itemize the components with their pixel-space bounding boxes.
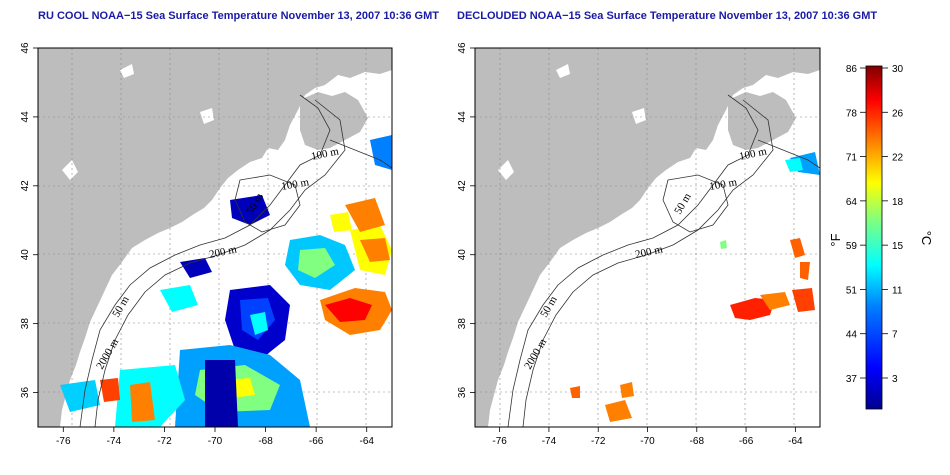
left-map: 100 m 100 m 50 m 200 m 50 m 2000 m [38,48,392,427]
colorbar-celsius-label: 22 [892,153,904,164]
left-lon-tick-label: -70 [208,436,223,447]
colorbar-unit-fahrenheit: °F [828,233,843,246]
right-lat-tick-label: 40 [457,249,468,261]
left-lon-tick-label: -64 [359,436,374,447]
colorbar-gradient [865,65,883,410]
contour-label-200m: 200 m [208,243,238,261]
left-lat-tick-label: 42 [20,180,31,192]
colorbar-fahrenheit-label: 59 [846,241,858,252]
left-map-axes: -76 -74 -72 -70 -68 -66 -64 36 38 40 42 44 46 [20,42,374,447]
contour-label-200m: 200 m [634,243,664,261]
left-lon-tick-label: -72 [157,436,172,447]
land-maritimes [728,92,796,150]
land-mass [475,48,820,427]
colorbar-fahrenheit-label: 64 [846,197,858,208]
colorbar-fahrenheit-label: 78 [846,108,858,119]
right-map-title: DECLOUDED NOAA−15 Sea Surface Temperatur… [457,10,878,22]
right-lat-tick-label: 44 [457,111,468,123]
lake [120,64,134,78]
right-lon-tick-label: -74 [542,436,557,447]
grid-lines [475,48,820,427]
right-lat-tick-label: 46 [457,42,468,54]
colorbar-fahrenheit-label: 44 [846,330,858,341]
right-lon-tick-label: -72 [591,436,606,447]
right-map: 100 m 100 m 50 m 200 m 50 m 2000 m [475,48,820,427]
colorbar-celsius-label: 3 [892,374,898,385]
lake [200,108,214,124]
colorbar-fahrenheit-label: 86 [846,64,858,75]
sst-patches [570,152,820,422]
left-lat-tick-label: 40 [20,249,31,261]
left-lon-tick-label: -76 [56,436,71,447]
bathymetry-contours [507,94,820,427]
colorbar-unit-celsius: °C [919,231,934,246]
right-lat-tick-label: 38 [457,318,468,330]
land-maritimes [300,92,368,150]
contour-label-100m: 100 m [738,145,768,163]
lake [62,160,78,180]
colorbar-celsius-label: 30 [892,64,904,75]
colorbar-celsius-label: 18 [892,197,904,208]
right-lat-tick-label: 36 [457,387,468,399]
colorbar-ticks: 86 30 78 26 71 22 64 18 59 15 51 11 44 7 37 3 [846,64,904,385]
bathymetry-contours [79,94,392,427]
colorbar-fahrenheit-label: 71 [846,153,858,164]
contour-label-100m-b: 100 m [708,176,738,193]
contour-label-100m-b: 100 m [280,176,310,193]
left-lat-tick-label: 46 [20,42,31,54]
right-map-axes: -76 -74 -72 -70 -68 -66 -64 36 38 40 42 44 46 [457,42,803,447]
left-lon-tick-label: -68 [258,436,273,447]
land-mass [38,48,392,427]
right-lat-tick-label: 42 [457,180,468,192]
colorbar: 86 30 78 26 71 22 64 18 59 15 51 11 44 7 37 3 °F °C [828,64,934,410]
lake [498,160,514,180]
left-map-title: RU COOL NOAA−15 Sea Surface Temperature … [38,10,439,22]
colorbar-fahrenheit-label: 51 [846,285,858,296]
left-lat-tick-label: 38 [20,318,31,330]
right-lon-tick-label: -70 [640,436,655,447]
colorbar-fahrenheit-label: 37 [846,374,858,385]
right-lon-tick-label: -66 [739,436,754,447]
sst-patches [60,135,392,427]
left-lat-tick-label: 44 [20,111,31,123]
lake [556,64,570,78]
left-lon-tick-label: -66 [309,436,324,447]
left-lon-tick-label: -74 [107,436,122,447]
colorbar-celsius-label: 15 [892,241,904,252]
right-lon-tick-label: -76 [492,436,507,447]
right-lon-tick-label: -64 [788,436,803,447]
right-lon-tick-label: -68 [690,436,705,447]
left-lat-tick-label: 36 [20,387,31,399]
colorbar-celsius-label: 26 [892,108,904,119]
colorbar-celsius-label: 7 [892,330,898,341]
colorbar-celsius-label: 11 [892,285,903,296]
lake [632,108,646,124]
contour-label-100m: 100 m [310,145,340,163]
